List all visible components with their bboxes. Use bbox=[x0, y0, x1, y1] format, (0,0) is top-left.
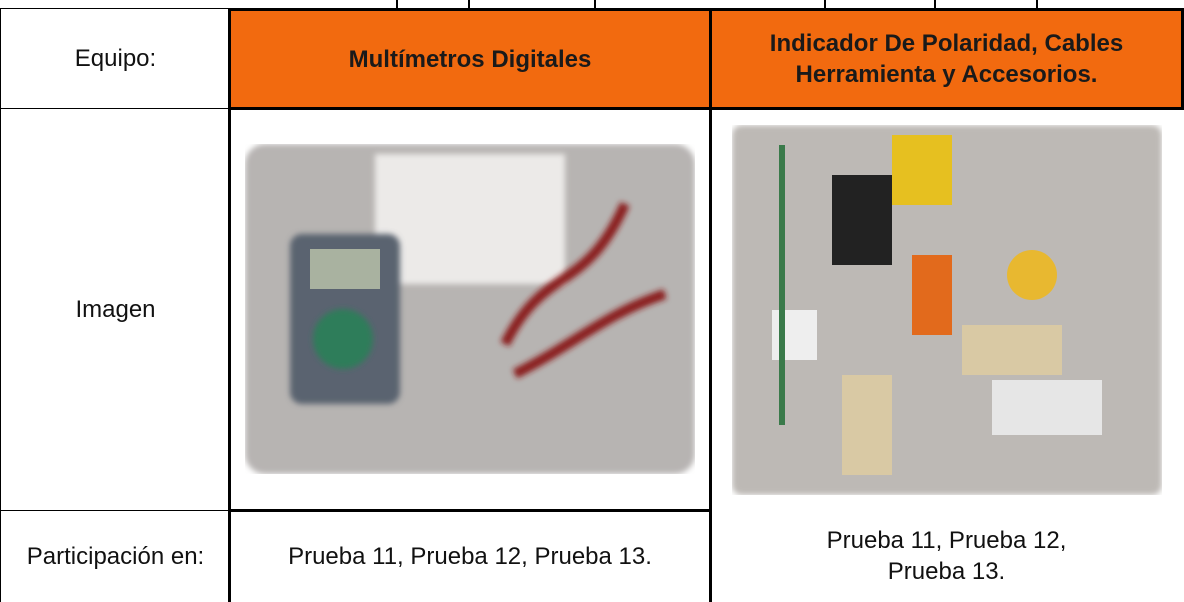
tick bbox=[468, 0, 470, 8]
image-cell bbox=[228, 108, 712, 512]
row-label: Imagen bbox=[0, 108, 230, 510]
header-cell: Indicador De Polaridad, Cables Herramien… bbox=[709, 8, 1184, 110]
tick bbox=[934, 0, 936, 8]
cell: Prueba 11, Prueba 12, Prueba 13. bbox=[826, 527, 1067, 585]
tick bbox=[594, 0, 596, 8]
tick bbox=[396, 0, 398, 8]
accessories-photo bbox=[731, 125, 1162, 495]
image-cell bbox=[709, 108, 1184, 512]
cell: Prueba 11, Prueba 12, Prueba 13. bbox=[228, 510, 712, 602]
tick bbox=[824, 0, 826, 8]
header-cell: Equipo: bbox=[0, 8, 230, 108]
multimeter-photo bbox=[245, 143, 695, 474]
header-cell: Multímetros Digitales bbox=[228, 8, 712, 110]
row-label: Participación en: bbox=[0, 510, 230, 602]
tick bbox=[1036, 0, 1038, 8]
